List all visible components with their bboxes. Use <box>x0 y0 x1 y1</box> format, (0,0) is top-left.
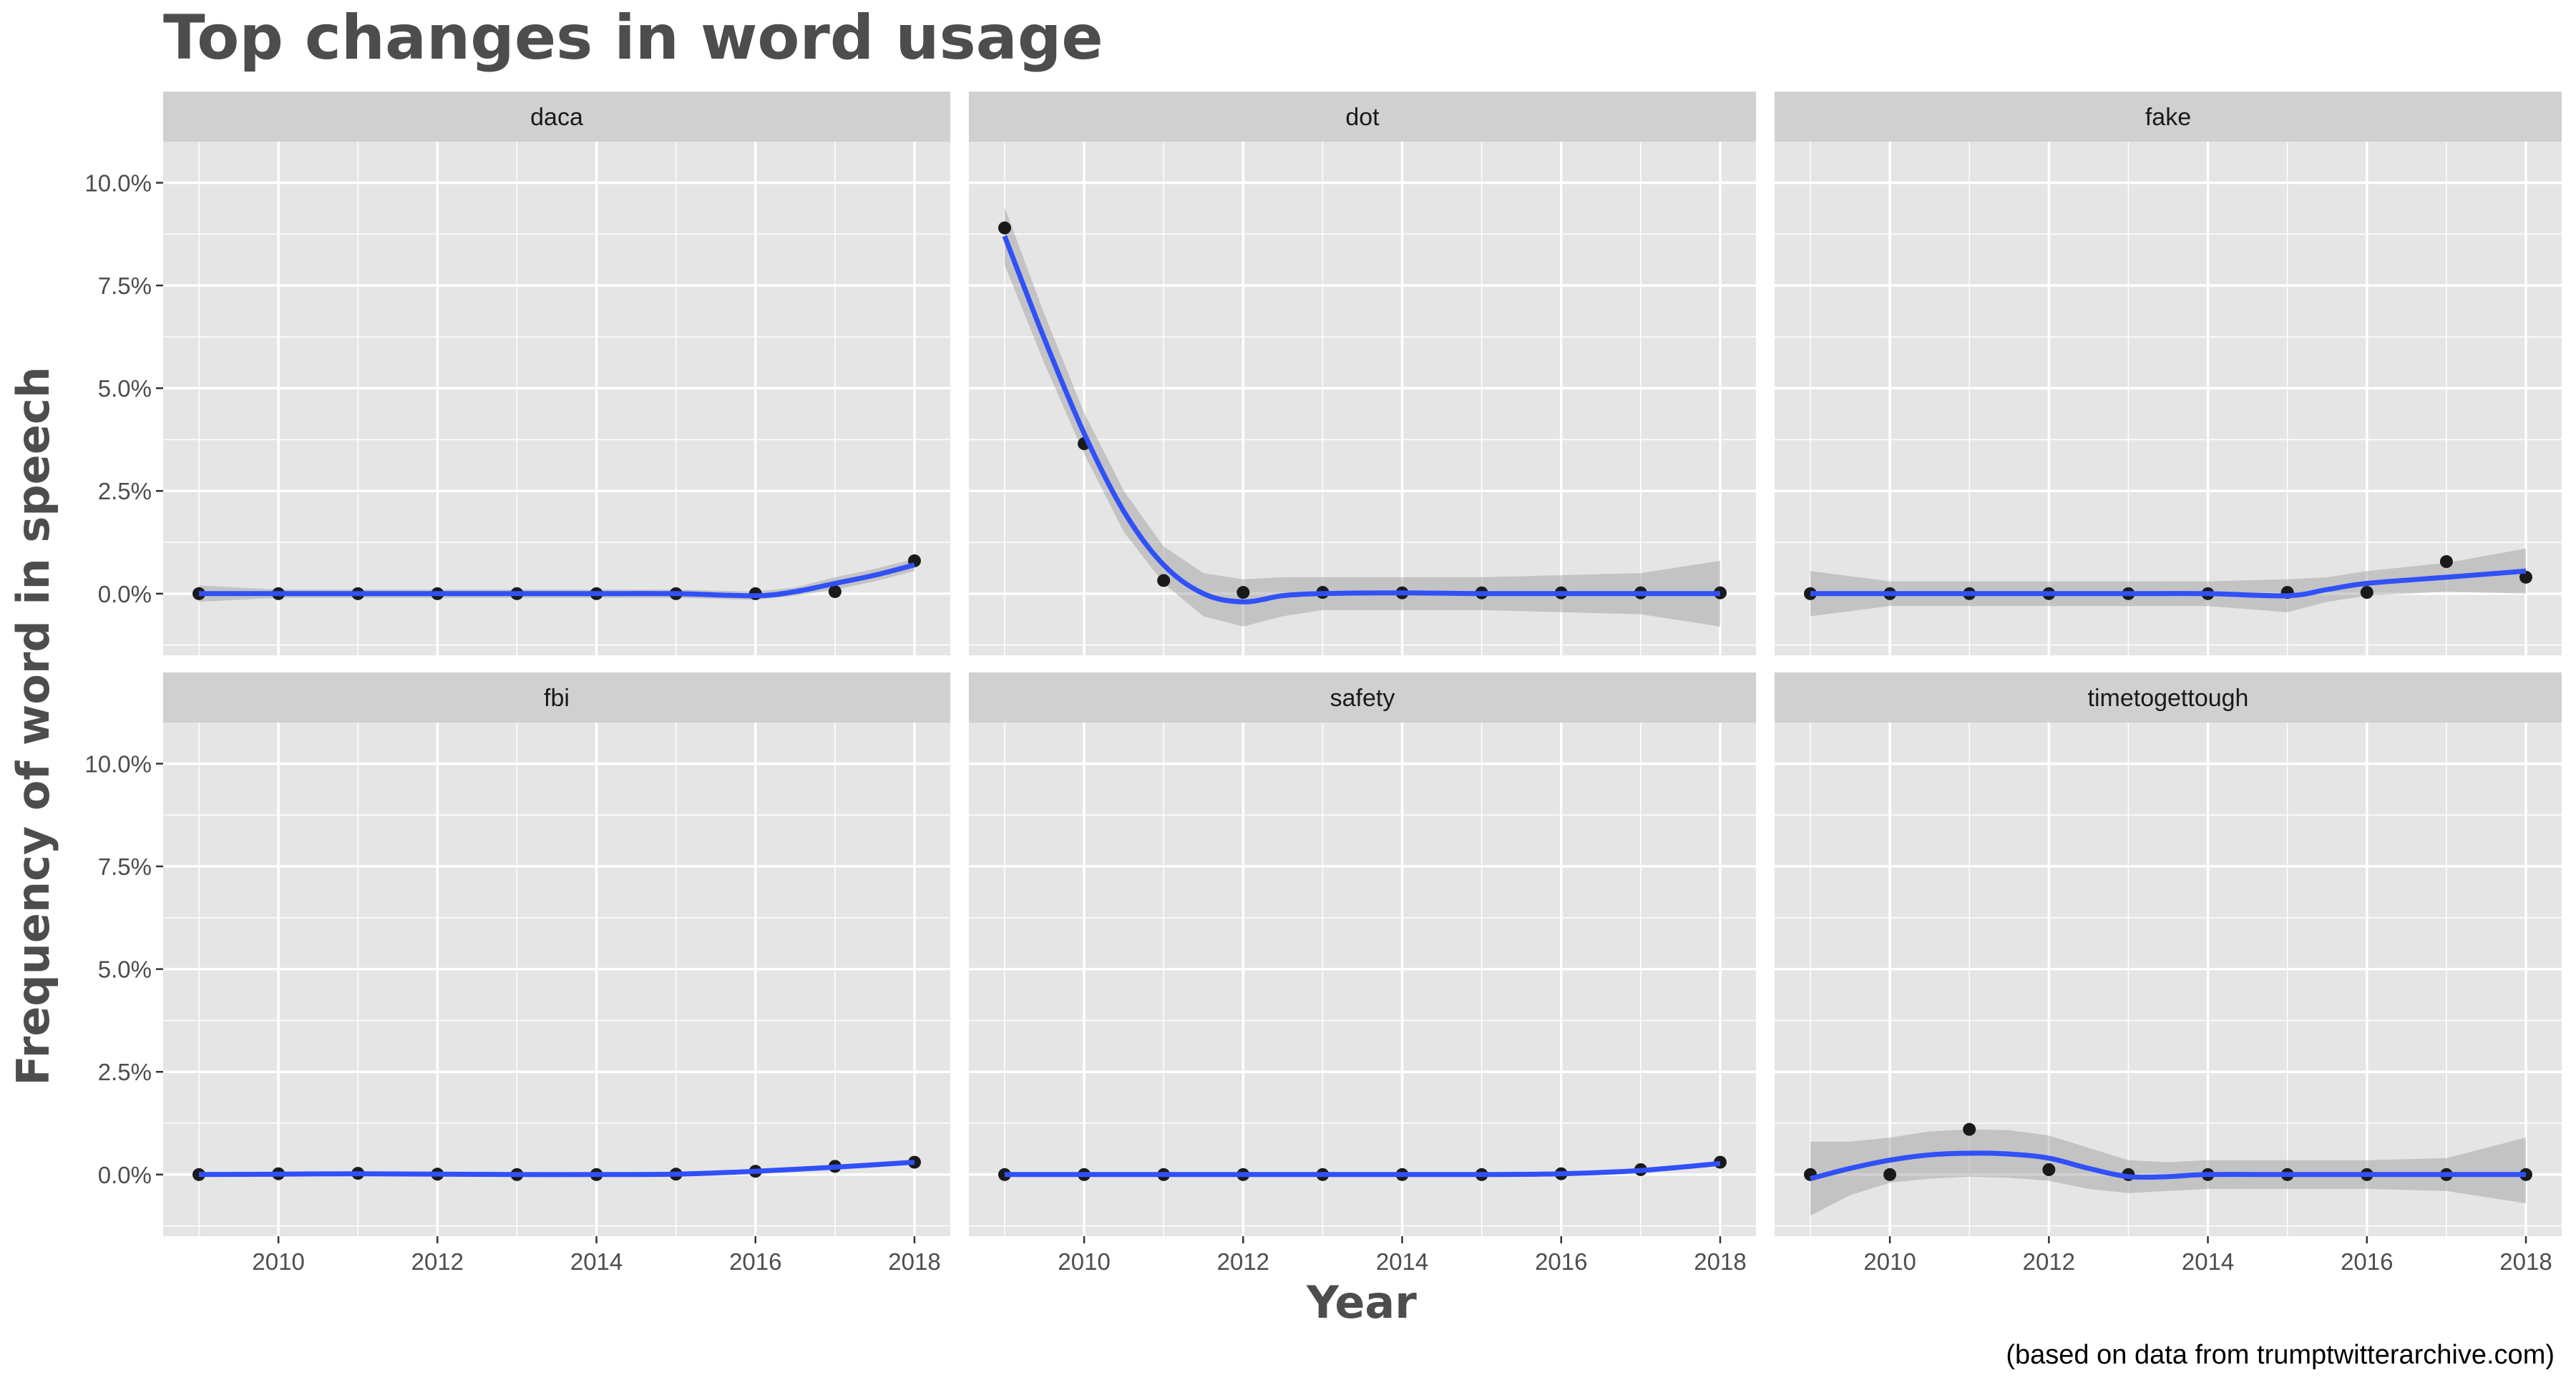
data-point <box>2439 555 2453 569</box>
data-point <box>998 221 1011 235</box>
panel-background <box>163 142 950 655</box>
x-tick-label: 2010 <box>252 1248 304 1275</box>
y-tick-label: 0.0% <box>98 581 152 607</box>
x-axis-title: Year <box>1306 1276 1417 1328</box>
x-tick-label: 2014 <box>2182 1248 2234 1275</box>
smooth-line <box>198 562 915 599</box>
facet-panels: daca 0.0% 2.5% 5.0% 7.5% 10.0% dot fake fbi 0.0% 2… <box>84 92 2562 1275</box>
smooth-line <box>198 1160 915 1178</box>
facet-daca: daca 0.0% 2.5% 5.0% 7.5% 10.0% <box>84 92 950 655</box>
x-tick-label: 2016 <box>2341 1248 2393 1275</box>
smooth-line <box>1810 1150 2526 1181</box>
data-point <box>2360 586 2373 600</box>
panel-background <box>163 723 950 1236</box>
facet-strip <box>163 92 950 142</box>
data-point <box>828 584 841 598</box>
facet-label: timetogettough <box>2088 685 2249 712</box>
data-point <box>2519 570 2532 584</box>
x-tick-label: 2016 <box>729 1248 781 1275</box>
facet-label: safety <box>1330 685 1395 712</box>
data-point <box>1883 1168 1897 1181</box>
x-tick-label: 2012 <box>2023 1248 2075 1275</box>
smooth-line <box>1005 1160 1721 1178</box>
facet-label: dot <box>1345 104 1380 131</box>
facet-label: fbi <box>544 685 570 712</box>
data-point <box>2042 1163 2056 1176</box>
x-tick-label: 2016 <box>1535 1248 1587 1275</box>
panel-background <box>969 142 1756 655</box>
panel-background <box>969 723 1756 1236</box>
y-tick-label: 5.0% <box>98 956 152 983</box>
x-tick-label: 2010 <box>1863 1248 1916 1275</box>
panel-background <box>1775 723 2562 1236</box>
y-tick-label: 0.0% <box>98 1162 152 1188</box>
data-point <box>192 1168 205 1181</box>
y-tick-label: 7.5% <box>98 853 152 880</box>
x-tick-label: 2012 <box>1217 1248 1269 1275</box>
x-tick-label: 2018 <box>2499 1248 2552 1275</box>
y-tick-label: 2.5% <box>98 1059 152 1085</box>
smooth-line <box>1002 235 1720 605</box>
facet-timetogettough: timetogettough 2010 2012 2014 2016 2018 <box>1775 672 2562 1275</box>
facet-strip <box>163 672 950 723</box>
y-tick-label: 10.0% <box>84 750 152 777</box>
y-tick-label: 10.0% <box>84 170 152 196</box>
facet-strip <box>969 92 1756 142</box>
facet-label: fake <box>2145 104 2191 131</box>
facet-strip <box>969 672 1756 723</box>
x-tick-label: 2014 <box>570 1248 623 1275</box>
confidence-band <box>199 559 914 602</box>
x-tick-label: 2018 <box>888 1248 940 1275</box>
facet-label: daca <box>530 104 583 131</box>
facet-safety: safety 2010 2012 2014 2016 2018 <box>969 672 1756 1275</box>
data-point <box>1157 574 1171 587</box>
data-point <box>1236 586 1250 600</box>
confidence-band <box>1005 207 1720 627</box>
x-tick-label: 2018 <box>1694 1248 1746 1275</box>
y-tick-label: 2.5% <box>98 478 152 504</box>
facet-dot: dot <box>969 92 1756 655</box>
y-axis-title: Frequency of word in speech <box>7 366 59 1085</box>
smooth-line <box>1810 568 2527 599</box>
facet-fbi: fbi 0.0% 2.5% 5.0% 7.5% 10.0% 2010 2012 2014 2016… <box>84 672 950 1275</box>
y-tick-label: 7.5% <box>98 273 152 299</box>
facet-fake: fake <box>1775 92 2562 655</box>
x-tick-label: 2012 <box>411 1248 464 1275</box>
y-tick-label: 5.0% <box>98 376 152 402</box>
panel-background <box>1775 142 2562 655</box>
facet-strip <box>1775 92 2562 142</box>
facet-strip <box>1775 672 2562 723</box>
chart-title: Top changes in word usage <box>163 2 1103 74</box>
caption: (based on data from trumptwitterarchive.… <box>2006 1340 2555 1370</box>
confidence-band <box>1810 548 2526 617</box>
x-tick-label: 2010 <box>1058 1248 1110 1275</box>
x-tick-label: 2014 <box>1376 1248 1428 1275</box>
data-point <box>1963 1122 1976 1136</box>
